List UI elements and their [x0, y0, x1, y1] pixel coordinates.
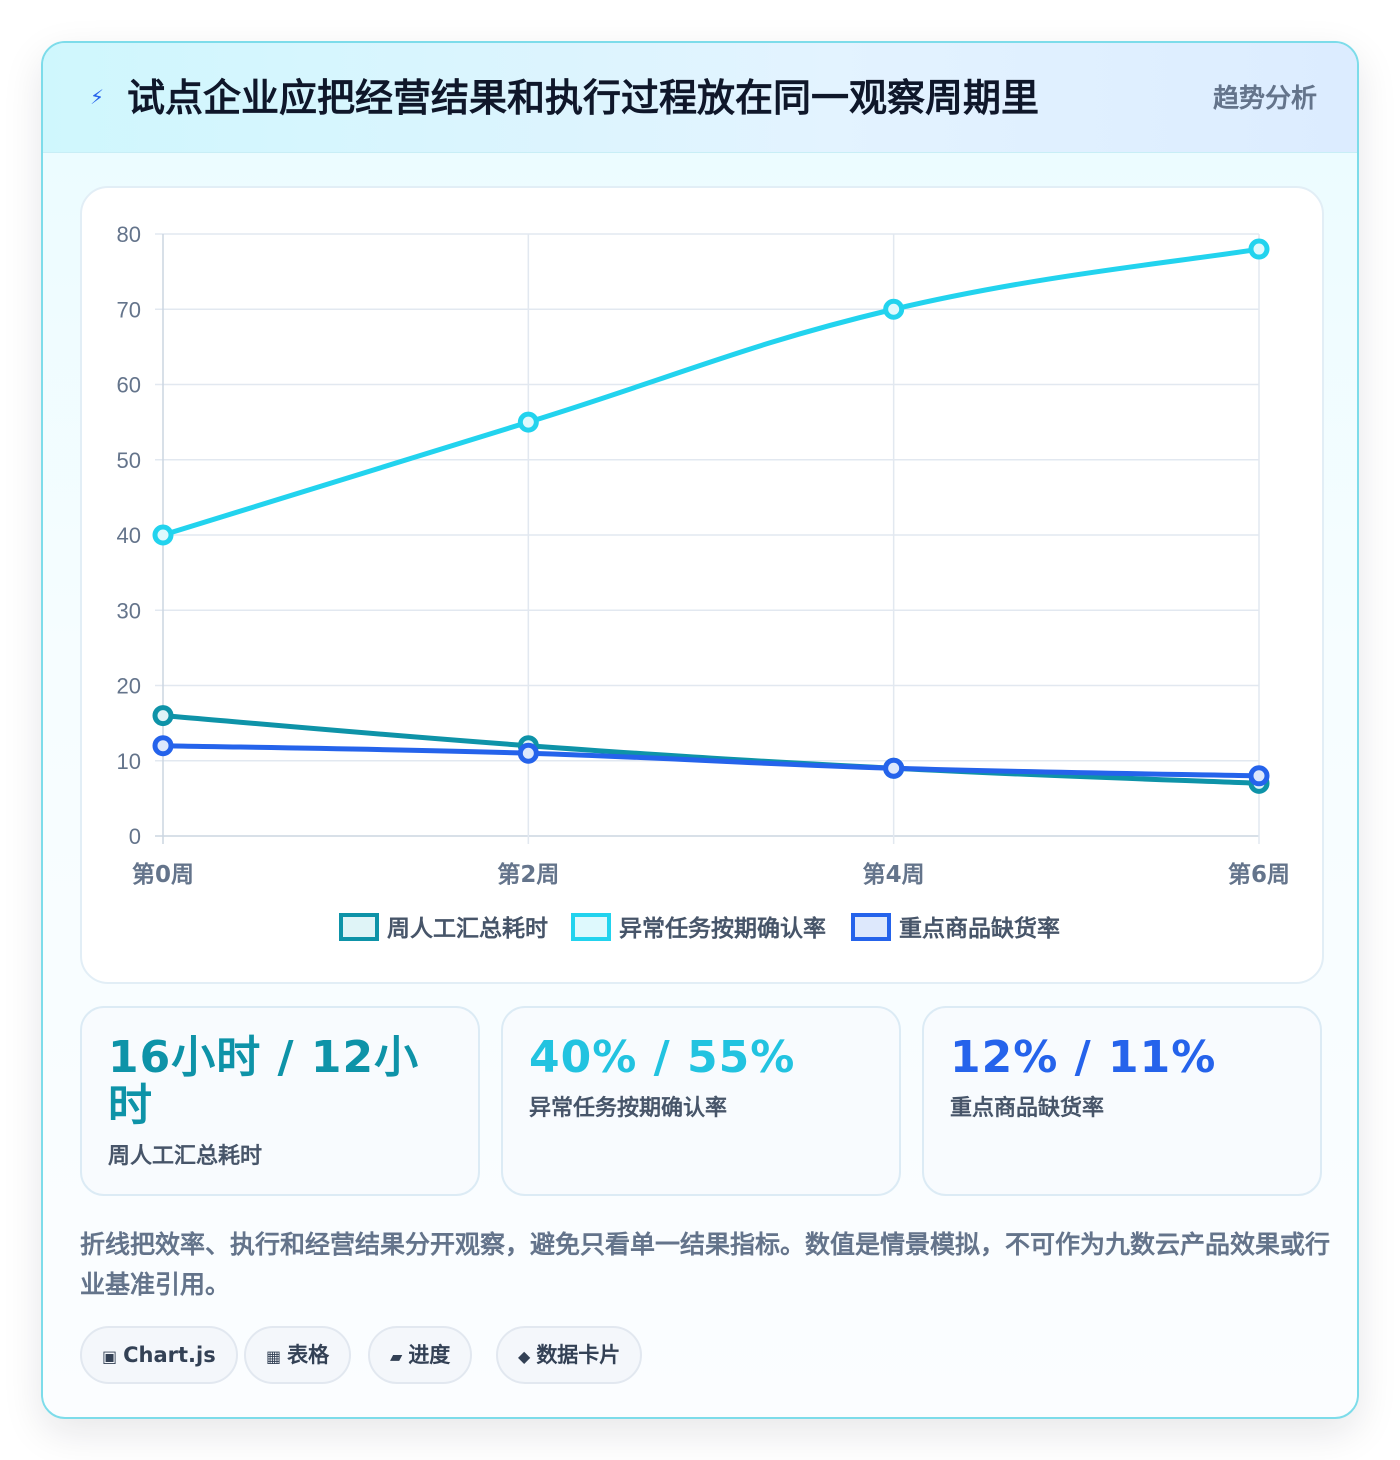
y-tick-label: 0 — [129, 824, 141, 849]
section-badge: 趋势分析 — [1212, 84, 1317, 114]
y-tick-label: 10 — [117, 749, 141, 774]
legend-label: 重点商品缺货率 — [899, 915, 1060, 942]
lightning-icon: ⚡ — [89, 85, 105, 109]
data-point — [517, 742, 539, 764]
data-point — [1248, 238, 1270, 260]
data-point — [1248, 765, 1270, 787]
chip-chartjs[interactable]: ▣ Chart.js — [80, 1326, 238, 1384]
report-card: ⚡ 试点企业应把经营结果和执行过程放在同一观察周期里 趋势分析 0 10 20 30 4… — [41, 41, 1359, 1419]
chip-data-card[interactable]: ◆ 数据卡片 — [496, 1326, 643, 1384]
legend-swatch — [851, 913, 891, 941]
y-tick-label: 50 — [117, 448, 141, 473]
x-tick-label: 第2周 — [497, 861, 559, 888]
y-tick-label: 60 — [117, 373, 141, 398]
data-point — [883, 298, 905, 320]
y-tick-label: 40 — [117, 523, 141, 548]
chip-progress[interactable]: ▰ 进度 — [368, 1326, 473, 1384]
y-tick-label: 20 — [117, 674, 141, 699]
stat-card-stockout-rate: 12% / 11% 重点商品缺货率 — [922, 1006, 1322, 1196]
stat-value: 16小时 / 12小时 — [108, 1032, 420, 1131]
card-header: ⚡ 试点企业应把经营结果和执行过程放在同一观察周期里 趋势分析 — [43, 43, 1357, 153]
chip-label: Chart.js — [123, 1343, 216, 1367]
legend-label: 周人工汇总耗时 — [387, 915, 548, 942]
stat-value: 12% / 11% — [950, 1032, 1217, 1083]
data-point — [152, 705, 174, 727]
data-point — [883, 757, 905, 779]
data-point — [152, 735, 174, 757]
data-point — [517, 411, 539, 433]
chip-label: 表格 — [287, 1343, 330, 1367]
x-tick-label: 第0周 — [132, 861, 194, 888]
page-title: 试点企业应把经营结果和执行过程放在同一观察周期里 — [127, 76, 1040, 120]
chart-panel: 0 10 20 30 40 50 60 70 80 第0周 第2周 第4周 第6周周人工汇总耗时 异常任务… — [80, 186, 1324, 984]
y-tick-label: 80 — [117, 222, 141, 247]
y-tick-label: 70 — [117, 297, 141, 322]
progress-icon: ▰ — [390, 1347, 403, 1366]
legend-label: 异常任务按期确认率 — [619, 915, 826, 942]
y-tick-label: 30 — [117, 598, 141, 623]
x-tick-label: 第4周 — [863, 861, 925, 888]
chart-icon: ▣ — [102, 1347, 118, 1366]
chip-table[interactable]: ▦ 表格 — [244, 1326, 352, 1384]
stat-label: 异常任务按期确认率 — [529, 1096, 728, 1121]
stat-label: 重点商品缺货率 — [950, 1096, 1105, 1121]
series-line-0 — [160, 713, 1262, 786]
stat-card-confirm-rate: 40% / 55% 异常任务按期确认率 — [501, 1006, 901, 1196]
series-line-2 — [160, 743, 1262, 779]
chip-label: 进度 — [408, 1343, 451, 1367]
data-point — [152, 524, 174, 546]
stat-label: 周人工汇总耗时 — [108, 1144, 263, 1169]
series-line-1 — [160, 246, 1262, 538]
footnote: 折线把效率、执行和经营结果分开观察，避免只看单一结果指标。数值是情景模拟，不可作… — [80, 1230, 1331, 1299]
stat-value: 40% / 55% — [529, 1032, 796, 1083]
x-tick-label: 第6周 — [1228, 861, 1290, 888]
legend-swatch — [339, 913, 379, 941]
legend-swatch — [571, 913, 611, 941]
diamond-icon: ◆ — [518, 1347, 531, 1366]
chip-label: 数据卡片 — [536, 1343, 621, 1367]
table-icon: ▦ — [266, 1347, 282, 1366]
stat-card-labor-hours: 16小时 / 12小时 周人工汇总耗时 — [80, 1006, 480, 1196]
